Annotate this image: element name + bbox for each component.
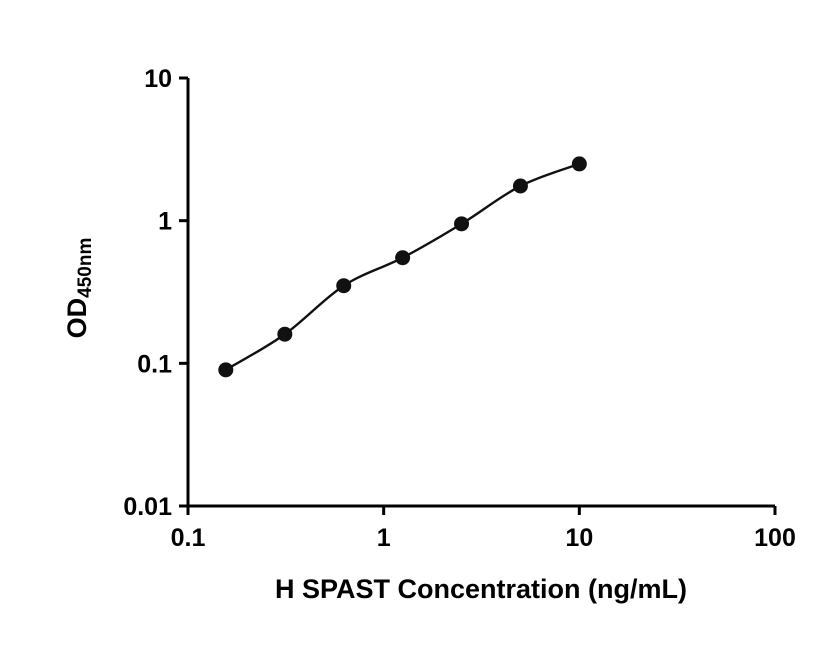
- y-axis-title-main: OD: [62, 298, 92, 339]
- x-tick-label: 10: [565, 524, 593, 552]
- data-point: [512, 178, 528, 194]
- fit-curve: [224, 162, 581, 372]
- y-tick-label: 1: [158, 208, 172, 236]
- y-tick-label: 0.1: [137, 350, 172, 378]
- data-point: [336, 278, 352, 294]
- y-axis-title: OD450nm: [62, 238, 96, 339]
- y-tick-label: 0.01: [123, 493, 172, 521]
- x-tick-label: 0.1: [171, 524, 206, 552]
- plot-layer: 0.1 1 10 100 0.01 0.1 1 10: [123, 65, 796, 552]
- data-point: [571, 156, 587, 172]
- y-tick-label: 10: [144, 65, 172, 93]
- data-point: [395, 250, 411, 266]
- y-axis-title-subscript: 450nm: [75, 238, 96, 298]
- x-axis-title: H SPAST Concentration (ng/mL): [275, 574, 687, 604]
- x-tick-label: 1: [377, 524, 391, 552]
- data-point: [454, 216, 470, 232]
- data-point: [277, 326, 293, 342]
- chart-canvas: 0.1 1 10 100 0.01 0.1 1 10 H SPAST Concentratio…: [62, 65, 796, 604]
- x-tick-label: 100: [754, 524, 796, 552]
- elisa-standard-curve-figure: 0.1 1 10 100 0.01 0.1 1 10 H SPAST Concentratio…: [40, 16, 816, 656]
- data-point: [218, 362, 234, 378]
